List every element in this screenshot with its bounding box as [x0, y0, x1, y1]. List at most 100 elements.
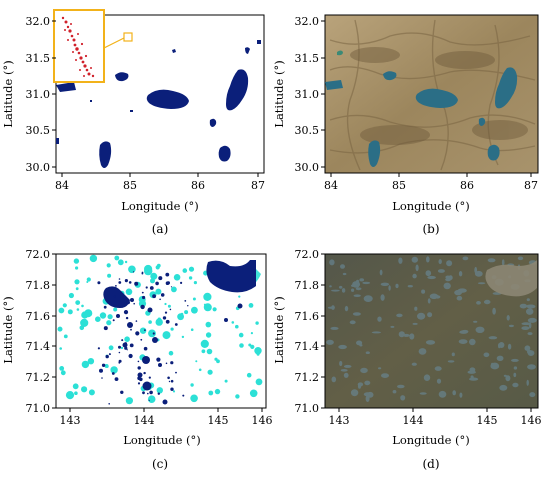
- pond: [437, 269, 445, 273]
- cyan-lake: [110, 366, 118, 374]
- pond: [447, 360, 455, 363]
- pond: [340, 369, 348, 372]
- y-axis-label: Latitude (°): [1, 60, 15, 127]
- y-tick-label: 72.0: [26, 248, 51, 261]
- lake-blob: [146, 89, 189, 109]
- cyan-lake: [250, 332, 253, 335]
- dark-dot: [108, 353, 111, 356]
- dark-dot: [132, 271, 135, 273]
- pond: [456, 295, 463, 301]
- pond: [340, 264, 345, 269]
- dark-dot: [118, 278, 121, 280]
- cyan-lake: [235, 324, 239, 329]
- inset-dot: [77, 33, 79, 35]
- cyan-lake: [201, 349, 206, 354]
- dark-dot: [115, 285, 117, 287]
- pond: [423, 374, 431, 381]
- dark-dot: [128, 353, 133, 359]
- pond: [350, 389, 359, 397]
- pond: [467, 370, 476, 374]
- inset-dot: [85, 68, 89, 72]
- dark-dot: [129, 343, 134, 348]
- dark-dot: [152, 294, 157, 299]
- cyan-lake: [155, 288, 162, 295]
- cyan-lake: [87, 358, 95, 365]
- cyan-lake: [206, 348, 213, 355]
- lake-blob: [206, 260, 256, 293]
- panel-a: 84 85 86 87 32.0 31.5 31.0 30.5 30.0 Longitude …: [0, 0, 275, 240]
- lake-blob: [172, 49, 176, 53]
- pond: [469, 338, 476, 346]
- dark-dot: [118, 345, 121, 349]
- pond: [371, 331, 382, 334]
- dark-dot: [130, 328, 132, 331]
- cyan-lake: [75, 287, 79, 291]
- pond: [329, 285, 332, 288]
- cyan-lake: [181, 335, 185, 339]
- pond: [412, 273, 417, 279]
- cyan-lake: [63, 334, 68, 339]
- dark-dot: [105, 354, 109, 359]
- dark-dot: [121, 339, 124, 342]
- pond: [434, 366, 442, 371]
- pond: [445, 277, 451, 282]
- pond: [445, 275, 451, 279]
- cyan-lake: [150, 272, 158, 280]
- y-tick-label: 30.5: [26, 124, 51, 137]
- lake-blob: [218, 145, 231, 162]
- dark-dot: [124, 346, 128, 350]
- ridge: [487, 24, 500, 166]
- inset-dot: [79, 69, 81, 71]
- dark-dot: [118, 281, 122, 284]
- dark-dot: [170, 286, 173, 288]
- cyan-lake: [180, 312, 184, 316]
- ridge: [329, 32, 531, 46]
- dark-dot: [141, 291, 144, 294]
- cyan-lake: [191, 306, 198, 314]
- cyan-lake: [190, 383, 194, 387]
- inset-dot: [83, 75, 85, 77]
- pond: [513, 366, 518, 370]
- y-tick-label: 71.8: [295, 279, 320, 292]
- pond: [380, 294, 385, 301]
- cyan-lake: [249, 389, 258, 398]
- lake-blob: [130, 298, 134, 302]
- shadow: [472, 120, 528, 140]
- lake-blob: [209, 118, 217, 127]
- pond: [474, 270, 483, 277]
- pond: [344, 305, 349, 312]
- dark-dot: [128, 281, 132, 284]
- large-lake: [485, 260, 537, 297]
- dark-dot: [157, 392, 160, 395]
- y-tick-label: 31.5: [295, 52, 320, 65]
- pond: [409, 333, 415, 340]
- cyan-lake: [84, 309, 93, 318]
- panel-c: 143 144 145 146 72.0 71.8 71.6 71.4 71.2 71.0 Lo…: [0, 240, 275, 480]
- pond: [476, 301, 481, 305]
- lake: [487, 144, 500, 161]
- x-axis-label: Longitude (°): [392, 199, 470, 213]
- pond: [417, 312, 426, 320]
- cyan-lake: [128, 265, 136, 274]
- cyan-lake: [212, 307, 217, 312]
- cyan-lake: [205, 332, 212, 338]
- cyan-lake: [106, 320, 112, 326]
- cyan-lake: [172, 390, 176, 393]
- pond: [474, 266, 478, 274]
- dark-dot: [137, 376, 141, 380]
- lake-blob: [90, 100, 92, 102]
- panel-d-figure: 143 144 145 146 72.0 71.8 71.6 71.4 71.2 71.0 Lo…: [272, 248, 542, 447]
- x-ticks: 84 85 86 87: [324, 173, 538, 192]
- pond: [364, 380, 371, 386]
- pond: [396, 313, 403, 318]
- pond: [343, 372, 349, 378]
- pond: [446, 260, 453, 267]
- pond: [459, 392, 463, 398]
- cyan-lake: [73, 258, 80, 264]
- pond: [498, 342, 505, 348]
- lake: [337, 50, 343, 56]
- dark-dot: [165, 319, 170, 324]
- cyan-lake: [117, 259, 124, 266]
- inset-dot: [84, 54, 88, 58]
- dark-dot: [113, 295, 116, 298]
